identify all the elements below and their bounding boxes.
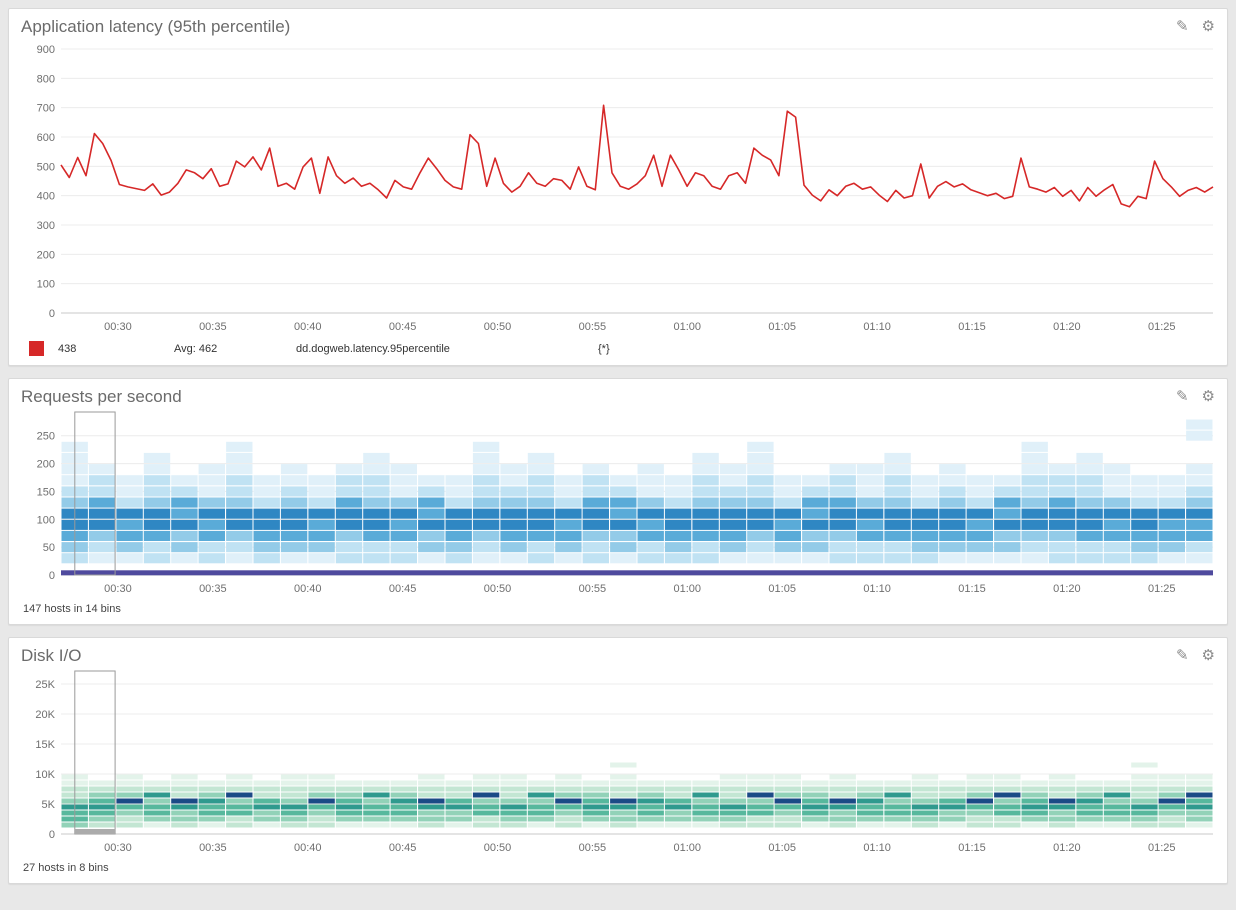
svg-text:800: 800 (37, 73, 55, 85)
panel-requests-per-second: Requests per second ✎ ⚙ 0 50 100 150 200 250 0… (8, 378, 1228, 625)
svg-text:01:15: 01:15 (958, 842, 986, 854)
legend-average: Avg: 462 (174, 342, 218, 355)
svg-text:01:05: 01:05 (768, 583, 796, 595)
svg-text:20K: 20K (35, 709, 55, 721)
svg-text:01:20: 01:20 (1053, 321, 1081, 333)
latency-line-chart[interactable]: 0 100 200 300 400 500 600 700 800 900 00:30 00:35 00… (17, 39, 1219, 339)
svg-text:00:55: 00:55 (579, 842, 607, 854)
panel-title: Disk I/O (21, 645, 82, 665)
gear-icon[interactable]: ⚙ (1201, 18, 1215, 35)
panel-actions: ✎ ⚙ (1176, 19, 1215, 34)
edit-icon[interactable]: ✎ (1175, 647, 1189, 664)
legend-metric-name: dd.dogweb.latency.95percentile (296, 342, 450, 355)
disk-heatmap-chart[interactable]: 0 5K 10K 15K 20K 25K 00:30 00:35 00:40 00:45 00:50… (17, 668, 1219, 860)
gear-icon[interactable]: ⚙ (1201, 388, 1215, 405)
svg-text:01:15: 01:15 (958, 583, 986, 595)
legend-swatch (29, 341, 44, 356)
disk-bins-caption: 27 hosts in 8 bins (23, 862, 109, 874)
svg-text:15K: 15K (35, 739, 55, 751)
svg-text:01:25: 01:25 (1148, 583, 1176, 595)
zoom-selection-brush[interactable] (74, 670, 116, 835)
panel-actions: ✎ ⚙ (1176, 389, 1215, 404)
svg-text:01:15: 01:15 (958, 321, 986, 333)
svg-text:400: 400 (37, 191, 55, 203)
svg-text:200: 200 (37, 249, 55, 261)
panel-title: Application latency (95th percentile) (21, 16, 291, 36)
svg-text:00:50: 00:50 (484, 583, 512, 595)
panel-application-latency: Application latency (95th percentile) ✎ … (8, 8, 1228, 366)
svg-text:01:00: 01:00 (674, 321, 702, 333)
svg-text:200: 200 (37, 459, 55, 471)
svg-text:01:05: 01:05 (768, 321, 796, 333)
svg-text:00:45: 00:45 (389, 842, 417, 854)
panel-actions: ✎ ⚙ (1176, 648, 1215, 663)
requests-bins-caption: 147 hosts in 14 bins (23, 603, 121, 615)
panel-header: Disk I/O ✎ ⚙ (9, 638, 1227, 668)
svg-text:600: 600 (37, 132, 55, 144)
svg-text:150: 150 (37, 486, 55, 498)
svg-text:00:50: 00:50 (484, 321, 512, 333)
panel-header: Application latency (95th percentile) ✎ … (9, 9, 1227, 39)
edit-icon[interactable]: ✎ (1175, 18, 1189, 35)
panel-disk-io: Disk I/O ✎ ⚙ 0 5K 10K 15K 20K 25K 00:30 00:35 00… (8, 637, 1228, 884)
svg-text:01:25: 01:25 (1148, 321, 1176, 333)
svg-text:700: 700 (37, 103, 55, 115)
svg-text:00:50: 00:50 (484, 842, 512, 854)
svg-text:100: 100 (37, 279, 55, 291)
svg-text:01:05: 01:05 (768, 842, 796, 854)
latency-legend: 438 Avg: 462 dd.dogweb.latency.95percent… (9, 339, 1227, 365)
svg-text:00:45: 00:45 (389, 321, 417, 333)
svg-text:00:35: 00:35 (199, 321, 227, 333)
svg-text:00:45: 00:45 (389, 583, 417, 595)
svg-text:0: 0 (49, 570, 55, 582)
svg-text:00:40: 00:40 (294, 321, 322, 333)
svg-text:100: 100 (37, 514, 55, 526)
svg-text:00:30: 00:30 (104, 842, 132, 854)
gear-icon[interactable]: ⚙ (1201, 647, 1215, 664)
svg-text:00:55: 00:55 (579, 583, 607, 595)
svg-text:01:10: 01:10 (863, 583, 891, 595)
svg-text:50: 50 (43, 542, 55, 554)
svg-text:01:25: 01:25 (1148, 842, 1176, 854)
svg-text:0: 0 (49, 308, 55, 320)
svg-text:01:10: 01:10 (863, 321, 891, 333)
svg-text:01:10: 01:10 (863, 842, 891, 854)
svg-text:10K: 10K (35, 769, 55, 781)
edit-icon[interactable]: ✎ (1175, 388, 1189, 405)
svg-text:01:00: 01:00 (674, 583, 702, 595)
svg-text:00:35: 00:35 (199, 842, 227, 854)
panel-title: Requests per second (21, 386, 182, 406)
svg-text:900: 900 (37, 44, 55, 56)
svg-text:500: 500 (37, 161, 55, 173)
legend-current-value: 438 (58, 342, 77, 355)
panel-header: Requests per second ✎ ⚙ (9, 379, 1227, 409)
svg-text:5K: 5K (42, 799, 56, 811)
svg-text:00:30: 00:30 (104, 583, 132, 595)
svg-text:00:35: 00:35 (199, 583, 227, 595)
requests-heatmap-chart[interactable]: 0 50 100 150 200 250 00:30 00:35 00:40 00:45 00:50… (17, 409, 1219, 601)
svg-text:00:40: 00:40 (294, 842, 322, 854)
svg-text:01:20: 01:20 (1053, 583, 1081, 595)
svg-text:25K: 25K (35, 679, 55, 691)
svg-text:00:55: 00:55 (579, 321, 607, 333)
legend-scope: {*} (598, 342, 610, 355)
svg-text:0: 0 (49, 829, 55, 841)
zoom-selection-brush[interactable] (74, 411, 116, 576)
svg-text:00:30: 00:30 (104, 321, 132, 333)
svg-text:01:00: 01:00 (674, 842, 702, 854)
svg-text:250: 250 (37, 431, 55, 443)
svg-text:00:40: 00:40 (294, 583, 322, 595)
svg-text:300: 300 (37, 220, 55, 232)
svg-text:01:20: 01:20 (1053, 842, 1081, 854)
